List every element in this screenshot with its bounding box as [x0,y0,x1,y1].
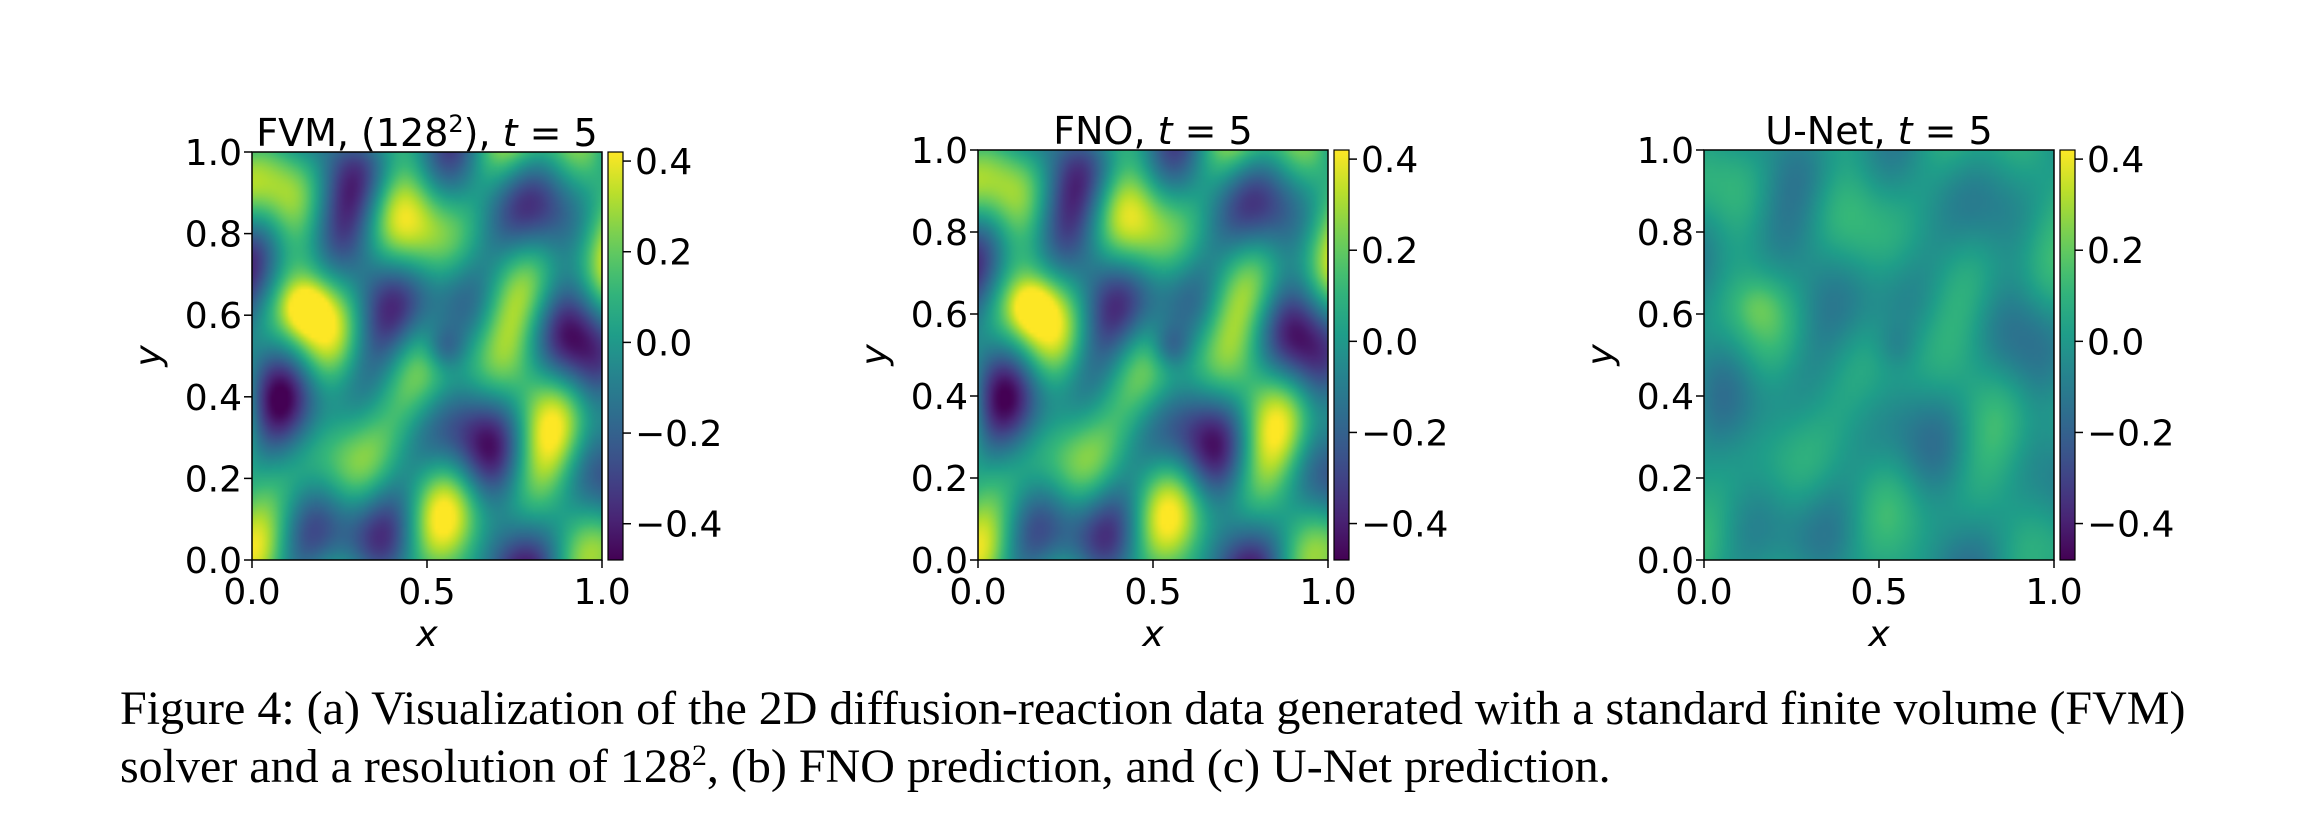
x-tick-label: 0.0 [1675,572,1732,613]
x-tick-label: 0.0 [949,572,1006,613]
y-tick-label: 0.8 [185,215,242,256]
panel-title: FNO, t = 5 [1053,109,1252,153]
colorbar-tick-label: −0.2 [1361,413,1448,454]
caption-superscript: 2 [691,739,707,772]
y-tick-label: 0.4 [1637,377,1694,418]
colorbar-tick-label: −0.2 [635,414,722,455]
heatmap-image [978,150,1328,560]
y-tick-label: 0.6 [185,296,242,337]
x-tick-label: 1.0 [1299,572,1356,613]
x-tick-label: 0.5 [1850,572,1907,613]
y-tick-label: 0.4 [185,378,242,419]
x-axis-label: x [415,614,438,655]
x-axis-label: x [1867,614,1890,655]
y-tick-label: 0.0 [1637,541,1694,582]
x-tick-label: 0.5 [1124,572,1181,613]
x-tick-label: 1.0 [573,572,630,613]
y-tick-label: 0.8 [911,213,968,254]
panel-title: FVM, (1282), t = 5 [256,110,598,155]
y-tick-label: 0.6 [911,295,968,336]
colorbar-tick-label: −0.4 [635,505,722,546]
caption-text-end: , (b) FNO prediction, and (c) U-Net pred… [706,740,1611,793]
y-axis-label: y [854,344,895,367]
y-tick-label: 0.2 [185,459,242,500]
x-axis-label: x [1141,614,1164,655]
colorbar [2059,149,2076,561]
y-tick-label: 0.2 [911,459,968,500]
panel-2: FNO, t = 50.0 0.5 1.00.00.20.40.60.81.0xy0… [854,109,1448,655]
y-tick-label: 0.2 [1637,459,1694,500]
y-tick-label: 0.4 [911,377,968,418]
colorbar-tick-label: 0.0 [2087,322,2144,363]
x-tick-label: 0.5 [398,572,455,613]
caption-text: Figure 4: (a) Visualization of the 2D di… [120,682,2186,793]
y-tick-label: 0.8 [1637,213,1694,254]
colorbar-tick-label: −0.4 [1361,505,1448,546]
colorbar-tick-label: 0.0 [1361,322,1418,363]
panel-1: FVM, (1282), t = 5 0.0 0.5 1.0 0.0 0.2 0.4 0.6 0… [128,110,722,655]
colorbar-tick-label: −0.2 [2087,413,2174,454]
colorbar-tick-label: 0.2 [2087,231,2144,272]
colorbar-tick-label: −0.4 [2087,505,2174,546]
colorbar-tick-label: 0.0 [635,323,692,364]
heatmap-image [252,152,602,560]
y-tick-label: 1.0 [185,133,242,174]
panel-title: U-Net, t = 5 [1765,109,1992,153]
colorbar-tick-label: 0.4 [635,142,692,183]
figure-panels: FVM, (1282), t = 5 0.0 0.5 1.0 0.0 0.2 0.4 0.6 0… [128,109,2174,655]
y-tick-label: 0.0 [911,541,968,582]
colorbar [1333,149,1350,561]
y-tick-label: 0.0 [185,541,242,582]
colorbar-tick-label: 0.2 [635,233,692,274]
y-tick-label: 1.0 [911,131,968,172]
figure-caption: Figure 4: (a) Visualization of the 2D di… [120,680,2230,796]
heatmap-image [1704,150,2054,560]
colorbar [607,151,624,561]
x-tick-label: 1.0 [2025,572,2082,613]
y-tick-label: 0.6 [1637,295,1694,336]
colorbar-tick-label: 0.4 [1361,140,1418,181]
x-tick-label: 0.0 [223,572,280,613]
colorbar-tick-label: 0.2 [1361,231,1418,272]
panel-3: U-Net, t = 5 0.0 0.5 1.0 0.0 0.2 0.4 0.6 0.8 1.0 x… [1580,109,2174,655]
y-axis-label: y [1580,344,1621,367]
y-axis-label: y [128,345,169,368]
y-tick-label: 1.0 [1637,131,1694,172]
colorbar-tick-label: 0.4 [2087,140,2144,181]
